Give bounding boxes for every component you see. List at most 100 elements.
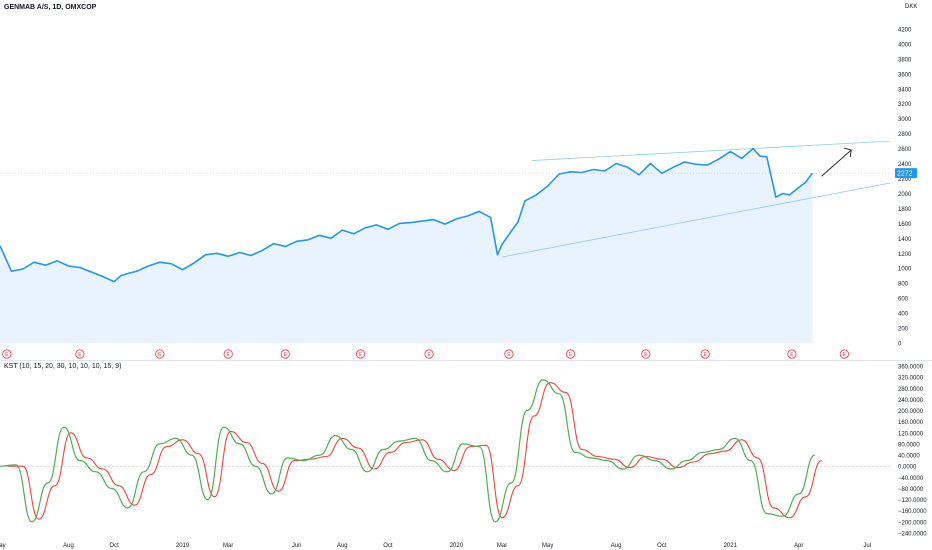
indicator-axis-tick: 240.0000 bbox=[898, 398, 924, 404]
earnings-marker bbox=[839, 349, 849, 359]
indicator-title[interactable]: KST (10, 15, 20, 30, 10, 10, 10, 15, 9) bbox=[4, 363, 121, 370]
price-axis-tick: 3000 bbox=[898, 117, 912, 123]
earnings-marker bbox=[700, 349, 710, 359]
price-axis-tick: 1200 bbox=[898, 252, 912, 258]
earnings-marker-label: E bbox=[5, 352, 9, 358]
price-axis-tick: 2800 bbox=[898, 132, 912, 138]
earnings-marker-label: E bbox=[78, 352, 82, 358]
channel-lower-line[interactable] bbox=[501, 182, 891, 258]
channel-upper-line[interactable] bbox=[531, 140, 891, 161]
indicator-axis-tick: −120.0000 bbox=[898, 498, 927, 504]
kst-signal-line[interactable] bbox=[6, 382, 822, 520]
earnings-marker bbox=[223, 349, 233, 359]
kst-line[interactable] bbox=[0, 379, 815, 523]
price-axis-tick: 600 bbox=[898, 297, 909, 303]
indicator-axis-tick: 120.0000 bbox=[898, 431, 924, 437]
indicator-axis-tick: 40.0000 bbox=[898, 454, 920, 460]
time-axis-tick: Jul bbox=[863, 543, 871, 549]
price-axis-tick: 2000 bbox=[898, 192, 912, 198]
indicator-pane: KST (10, 15, 20, 30, 10, 10, 10, 15, 9) … bbox=[0, 363, 927, 538]
time-axis-tick: Aug bbox=[63, 543, 74, 549]
indicator-axis-tick: −240.0000 bbox=[898, 532, 927, 538]
indicator-axis-tick: −200.0000 bbox=[898, 520, 927, 526]
price-axis-tick: 200 bbox=[898, 327, 909, 333]
price-axis-tick: 3600 bbox=[898, 72, 912, 78]
price-axis-tick: 2400 bbox=[898, 162, 912, 168]
time-axis-tick: Apr bbox=[794, 543, 803, 549]
price-axis-tick: 4200 bbox=[898, 27, 912, 33]
arrow-shaft bbox=[821, 149, 852, 177]
price-axis-tick: 800 bbox=[898, 282, 909, 288]
price-badge-box bbox=[895, 168, 917, 179]
earnings-marker bbox=[641, 349, 651, 359]
earnings-marker bbox=[504, 349, 514, 359]
earnings-marker bbox=[787, 349, 797, 359]
price-axis-tick: 3200 bbox=[898, 102, 912, 108]
time-axis-tick: Mar bbox=[223, 543, 233, 549]
price-axis-tick: 400 bbox=[898, 312, 909, 318]
earnings-marker-label: E bbox=[507, 352, 511, 358]
earnings-marker bbox=[75, 349, 85, 359]
time-axis-tick: Oct bbox=[109, 543, 119, 549]
price-axis-tick: 3800 bbox=[898, 57, 912, 63]
price-line[interactable] bbox=[0, 147, 814, 283]
price-axis-tick: 2200 bbox=[898, 177, 912, 183]
price-axis-tick: 3400 bbox=[898, 87, 912, 93]
indicator-axis-tick: 360.0000 bbox=[898, 365, 924, 371]
currency-label: DKK bbox=[905, 4, 917, 10]
time-axis-tick: Jun bbox=[292, 543, 302, 549]
earnings-marker bbox=[565, 349, 576, 359]
price-axis-tick: 2600 bbox=[898, 147, 912, 153]
time-axis-tick: Aug bbox=[611, 543, 622, 549]
time-axis-tick: Aug bbox=[337, 543, 348, 549]
earnings-marker bbox=[280, 349, 290, 359]
price-pane: E E E E E E E E E E E E E 0 200 400 600 800 1000 1200 1400 1… bbox=[0, 4, 917, 359]
earnings-marker-label: E bbox=[158, 352, 162, 358]
price-axis-tick: 1400 bbox=[898, 237, 912, 243]
time-axis-tick: 2020 bbox=[450, 543, 464, 549]
earnings-marker bbox=[155, 349, 165, 359]
earnings-marker-label: E bbox=[284, 352, 288, 358]
price-area-fill bbox=[0, 148, 813, 343]
earnings-marker-label: E bbox=[427, 352, 431, 358]
indicator-axis-tick: 80.0000 bbox=[898, 442, 920, 448]
time-axis-tick: May bbox=[542, 543, 553, 549]
indicator-axis-tick: −40.0000 bbox=[898, 476, 924, 482]
earnings-marker-label: E bbox=[359, 352, 363, 358]
indicator-axis-tick: 160.0000 bbox=[898, 420, 924, 426]
price-axis-tick: 1600 bbox=[898, 222, 912, 228]
indicator-axis[interactable]: −240.0000 −200.0000 −160.0000 −120.0000 −80.… bbox=[898, 365, 927, 538]
time-axis-tick: May bbox=[0, 543, 6, 549]
earnings-marker-label: E bbox=[227, 352, 231, 358]
symbol-title[interactable]: GENMAB A/S, 1D, OMXCOP bbox=[4, 4, 97, 11]
price-axis-tick: 1000 bbox=[898, 267, 912, 273]
earnings-marker bbox=[2, 349, 12, 359]
earnings-marker-label: E bbox=[790, 352, 794, 358]
price-badge: 2272 bbox=[895, 168, 917, 179]
price-axis-tick: 1800 bbox=[898, 207, 912, 213]
indicator-axis-tick: 320.0000 bbox=[898, 376, 924, 382]
indicator-axis-tick: 0.0000 bbox=[898, 465, 917, 471]
indicator-axis-tick: 200.0000 bbox=[898, 409, 924, 415]
earnings-marker bbox=[355, 349, 366, 359]
earnings-marker-label: E bbox=[843, 352, 847, 358]
indicator-axis-tick: −80.0000 bbox=[898, 487, 924, 493]
price-axis[interactable]: 0 200 400 600 800 1000 1200 1400 1600 1800 2000 220… bbox=[898, 27, 912, 347]
time-axis[interactable]: May Aug Oct 2019 Mar Jun Aug Oct 2020 Mar May Aug Oc… bbox=[0, 543, 871, 549]
indicator-axis-tick: 280.0000 bbox=[898, 387, 924, 393]
time-axis-tick: 2019 bbox=[176, 543, 190, 549]
earnings-marker bbox=[424, 349, 434, 359]
time-axis-tick: Mar bbox=[497, 543, 507, 549]
indicator-axis-tick: −160.0000 bbox=[898, 509, 927, 515]
earnings-marker-label: E bbox=[569, 352, 573, 358]
time-axis-tick: Oct bbox=[383, 543, 393, 549]
price-axis-tick: 4000 bbox=[898, 42, 912, 48]
projection-arrow[interactable] bbox=[821, 147, 852, 177]
time-axis-tick: Oct bbox=[657, 543, 667, 549]
price-badge-value: 2272 bbox=[897, 171, 913, 178]
earnings-marker-label: E bbox=[703, 352, 707, 358]
arrow-head bbox=[844, 147, 852, 158]
price-axis-tick: 0 bbox=[898, 342, 902, 348]
